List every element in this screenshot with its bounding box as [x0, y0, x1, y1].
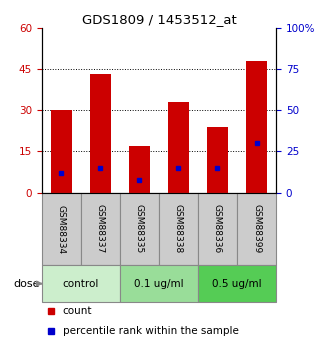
Text: GSM88337: GSM88337 [96, 205, 105, 254]
Text: GSM88334: GSM88334 [57, 205, 66, 254]
Title: GDS1809 / 1453512_at: GDS1809 / 1453512_at [82, 13, 236, 27]
Bar [120, 193, 159, 265]
Bar [42, 265, 120, 302]
Text: GSM88399: GSM88399 [252, 205, 261, 254]
Bar [198, 265, 276, 302]
Text: dose: dose [13, 279, 39, 289]
Text: GSM88335: GSM88335 [135, 205, 144, 254]
Bar [50, 110, 72, 193]
Text: GSM88338: GSM88338 [174, 205, 183, 254]
Text: control: control [63, 279, 99, 289]
Text: 0.5 ug/ml: 0.5 ug/ml [212, 279, 262, 289]
Bar [168, 102, 189, 193]
Bar [246, 61, 267, 193]
Text: count: count [63, 306, 92, 316]
Text: GSM88336: GSM88336 [213, 205, 222, 254]
Bar [129, 146, 150, 193]
Bar [159, 193, 198, 265]
Bar [90, 75, 111, 193]
Bar [81, 193, 120, 265]
Bar [120, 265, 198, 302]
Bar [237, 193, 276, 265]
Bar [42, 193, 81, 265]
Text: 0.1 ug/ml: 0.1 ug/ml [134, 279, 184, 289]
Bar [207, 127, 228, 193]
Text: percentile rank within the sample: percentile rank within the sample [63, 326, 239, 336]
Bar [198, 193, 237, 265]
